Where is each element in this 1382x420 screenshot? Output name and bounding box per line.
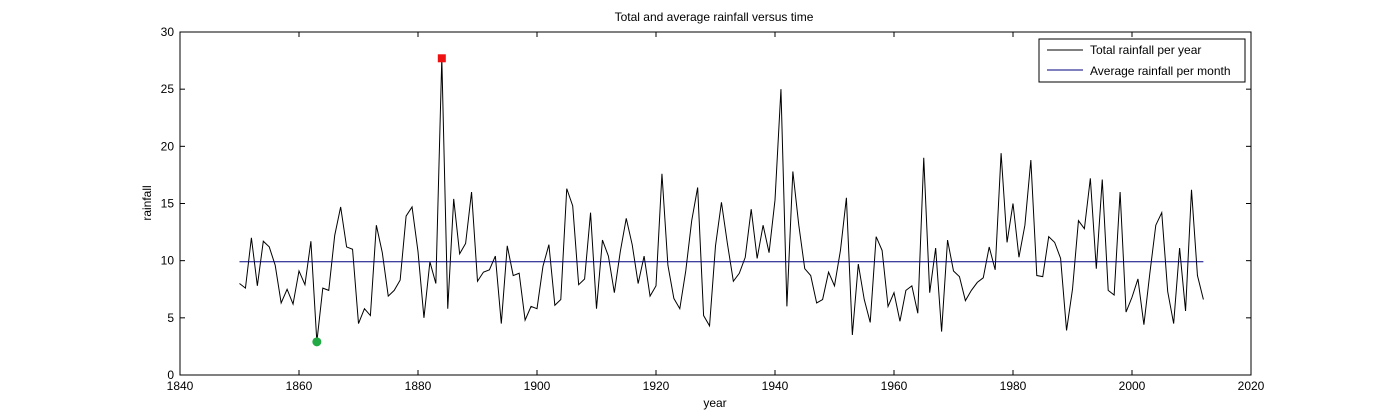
series-layer [239,58,1204,342]
x-tick-label: 2000 [1119,379,1146,393]
y-tick-label: 10 [161,254,175,268]
x-tick-label: 1840 [167,379,194,393]
plot-area [179,31,1252,376]
legend-box [1038,38,1246,83]
chart-title: Total and average rainfall versus time [615,10,814,24]
legend: Total rainfall per year Average rainfall… [1038,38,1246,83]
y-tick-label: 30 [161,25,175,39]
axis-ticks: 1840 1860 1880 1900 1920 1940 1960 1980 2000 2020… [161,25,1265,393]
max-point-marker [437,54,446,63]
x-tick-label: 1920 [643,379,670,393]
y-tick-label: 25 [161,82,175,96]
x-tick-label: 1860 [286,379,313,393]
x-tick-label: 1960 [881,379,908,393]
x-axis-label: year [703,396,726,410]
x-tick-label: 1980 [1000,379,1027,393]
marker-layer [312,54,446,347]
y-tick-label: 0 [167,368,174,382]
series-total-rainfall-line [239,58,1204,342]
x-tick-label: 1940 [762,379,789,393]
y-tick-label: 15 [161,197,175,211]
y-axis-label: rainfall [140,185,154,220]
y-tick-label: 20 [161,139,175,153]
y-tick-label: 5 [167,311,174,325]
legend-label-total: Total rainfall per year [1090,43,1201,57]
x-tick-label: 1900 [524,379,551,393]
x-tick-label: 2020 [1238,379,1265,393]
x-tick-label: 1880 [405,379,432,393]
legend-label-average: Average rainfall per month [1090,64,1231,78]
min-point-marker [312,337,322,347]
